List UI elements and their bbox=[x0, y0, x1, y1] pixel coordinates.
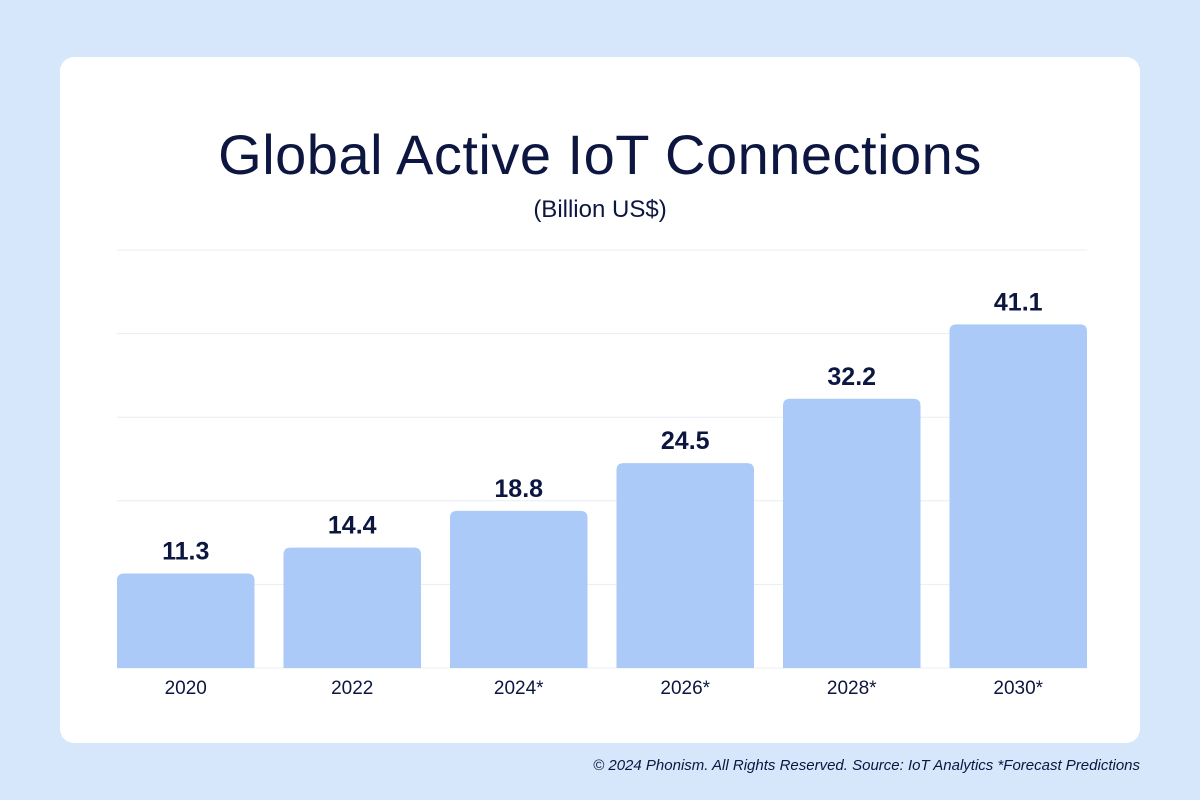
bar bbox=[783, 398, 921, 668]
chart-subtitle: (Billion US$) bbox=[533, 196, 667, 223]
bar bbox=[283, 547, 421, 668]
x-tick-label: 2026* bbox=[660, 678, 710, 699]
x-tick-label: 2030* bbox=[993, 678, 1043, 699]
data-label: 11.3 bbox=[162, 538, 209, 566]
data-label: 14.4 bbox=[328, 512, 377, 540]
data-label: 18.8 bbox=[494, 475, 543, 503]
x-tick-label: 2024* bbox=[494, 678, 544, 699]
bar bbox=[117, 573, 255, 668]
data-label: 41.1 bbox=[994, 288, 1043, 316]
x-tick-label: 2028* bbox=[827, 678, 877, 699]
x-tick-label: 2020 bbox=[165, 678, 207, 699]
chart-title: Global Active IoT Connections bbox=[218, 123, 982, 186]
data-label: 24.5 bbox=[661, 427, 710, 455]
data-label: 32.2 bbox=[827, 363, 876, 391]
bar bbox=[616, 463, 754, 668]
footer-credit: © 2024 Phonism. All Rights Reserved. Sou… bbox=[593, 757, 1140, 774]
bar bbox=[450, 510, 588, 668]
x-tick-label: 2022 bbox=[331, 678, 373, 699]
bar bbox=[949, 324, 1087, 668]
